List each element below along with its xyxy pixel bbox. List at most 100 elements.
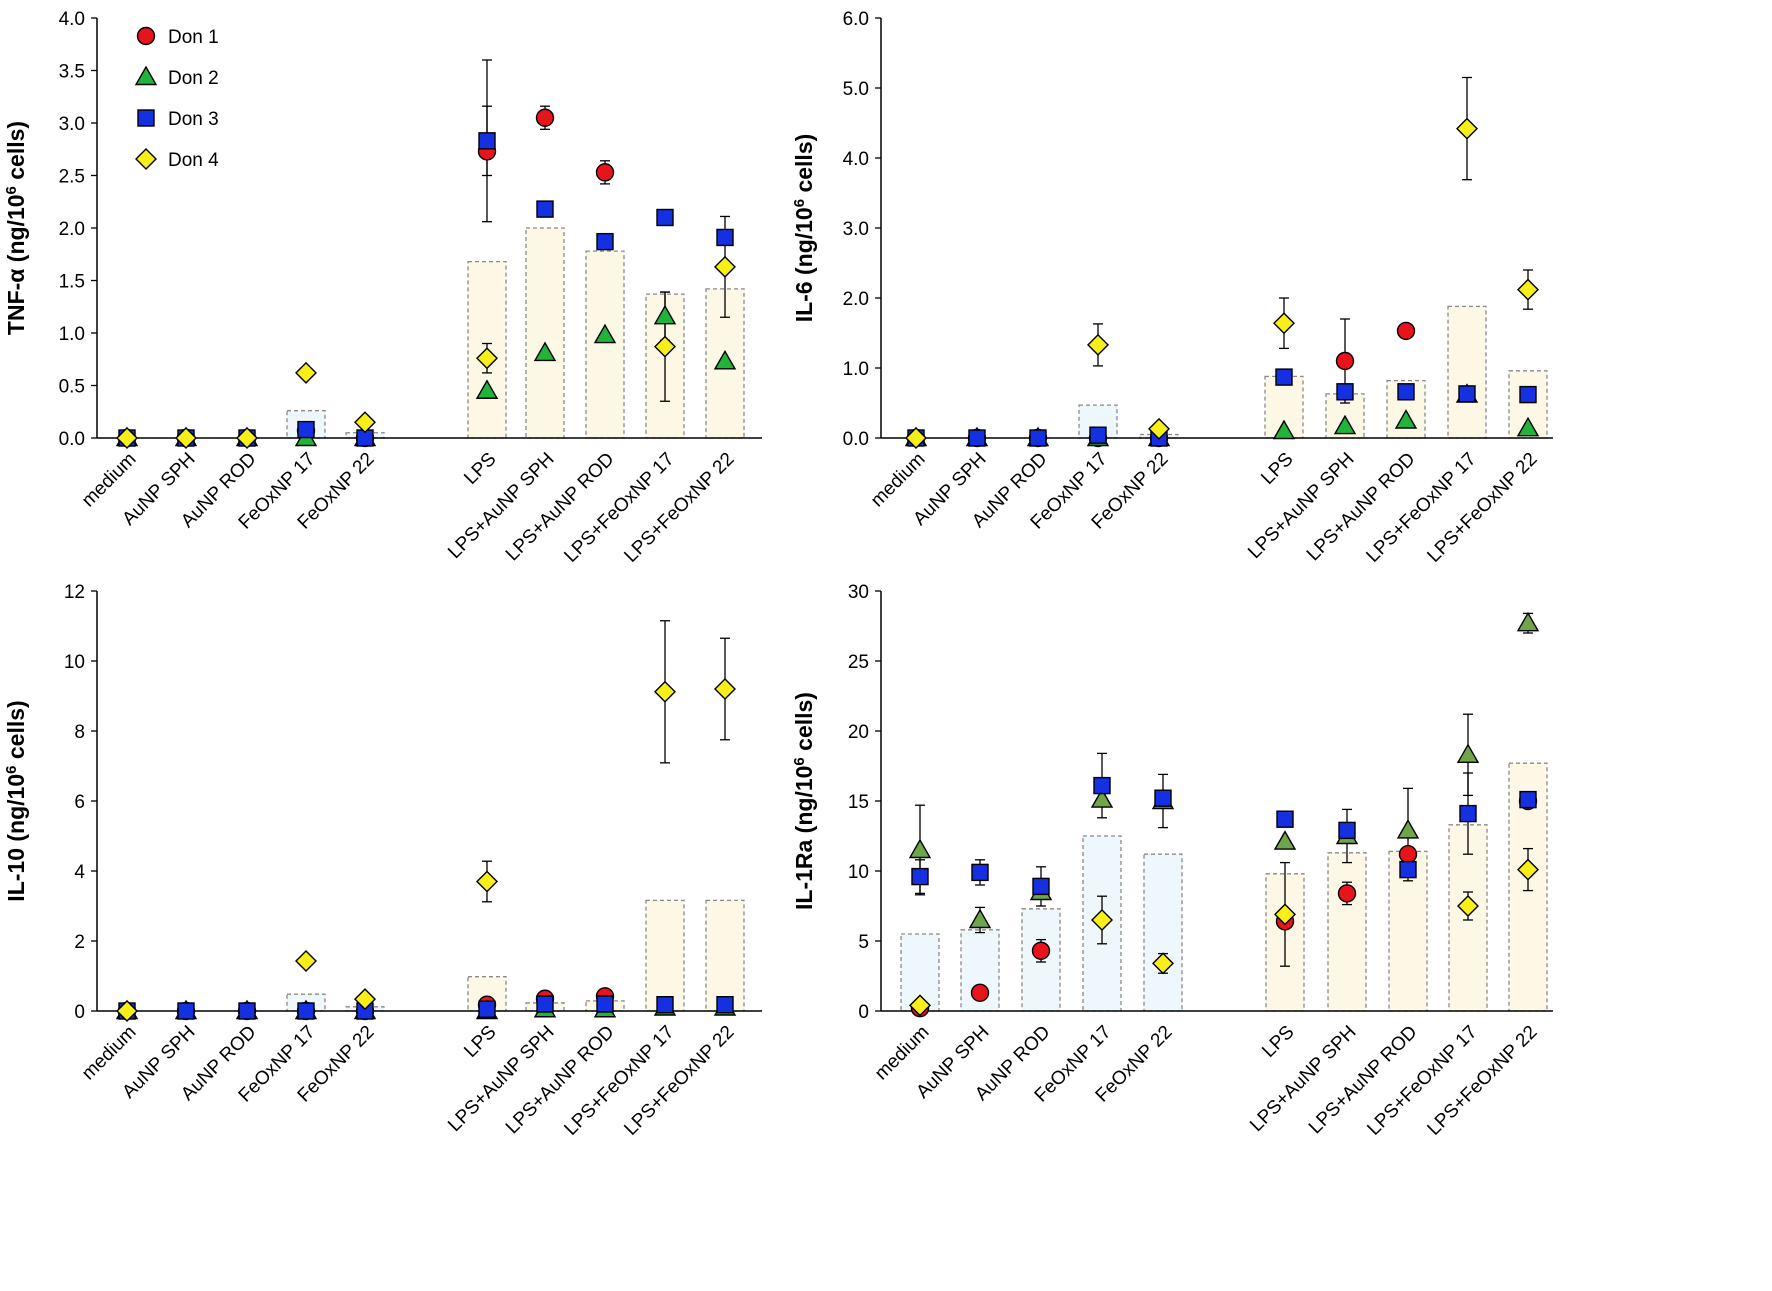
data-point-don2 — [1272, 419, 1296, 440]
data-point-don3 — [1154, 789, 1172, 807]
data-point-don3 — [971, 863, 989, 882]
y-axis-label-tail: cells) — [3, 700, 29, 765]
mean-bar — [585, 250, 625, 439]
data-point-don1 — [535, 108, 555, 127]
data-point-don4 — [476, 870, 498, 893]
data-point-don4 — [1457, 895, 1479, 917]
data-point-don2 — [533, 341, 557, 362]
legend-marker-don4 — [135, 148, 157, 170]
mean-bar — [525, 227, 565, 439]
data-point-don2 — [1333, 414, 1357, 435]
data-point-don3 — [1338, 821, 1356, 840]
data-point-don4 — [905, 427, 927, 449]
y-tick-label: 1.0 — [843, 359, 869, 380]
data-point-don3 — [1458, 385, 1476, 403]
y-axis-label-main: TNF-α (ng/10 — [3, 194, 29, 335]
data-point-don4 — [654, 680, 676, 703]
y-tick-label: 12 — [64, 582, 85, 603]
data-point-don3 — [1397, 383, 1415, 401]
data-point-don2 — [1394, 409, 1418, 429]
data-point-don3 — [1276, 810, 1294, 828]
data-point-don2 — [1273, 830, 1297, 850]
data-point-don4 — [1148, 417, 1170, 440]
data-point-don2 — [968, 908, 992, 929]
data-point-don3 — [1029, 429, 1047, 447]
y-axis-label-main: IL-6 (ng/10 — [791, 207, 817, 322]
category-label: LPS+AuNP ROD — [1303, 449, 1420, 566]
y-tick-label: 4.0 — [59, 9, 85, 30]
data-point-don3 — [536, 995, 554, 1013]
category-label: LPS+AuNP SPH — [1246, 1022, 1360, 1136]
panel-tnf-alpha: 0.0 0.5 1.0 1.5 2.0 2.5 3.0 3.5 4.0 TNF-α (ng/106… — [3, 9, 762, 567]
y-tick-label: 15 — [848, 792, 869, 813]
data-point-don3 — [1459, 804, 1477, 823]
legend-marker-don1 — [136, 26, 156, 46]
y-tick-label: 0.5 — [59, 377, 85, 398]
category-label: LPS — [1258, 1022, 1298, 1062]
mean-bar — [1143, 853, 1183, 1012]
y-tick-label: 1.5 — [59, 272, 85, 293]
y-tick-label: 2.0 — [59, 219, 85, 240]
y-axis-label-sup: 6 — [791, 757, 808, 765]
y-tick-label: 4 — [74, 862, 85, 883]
legend-marker-don2 — [134, 65, 158, 86]
data-point-don3 — [1089, 426, 1107, 444]
legend-label-don1: Don 1 — [168, 27, 219, 48]
y-tick-label: 3.5 — [59, 62, 85, 83]
data-point-don4 — [354, 988, 376, 1011]
y-tick-label: 0.0 — [843, 429, 869, 450]
data-point-don3 — [716, 228, 734, 247]
data-point-don1 — [1396, 321, 1416, 341]
mean-bar — [705, 899, 745, 1012]
data-point-don1 — [1337, 884, 1357, 903]
y-tick-label: 1.0 — [59, 324, 85, 345]
legend-label-don4: Don 4 — [168, 150, 219, 171]
data-point-don2 — [1456, 743, 1480, 763]
legend-label-don2: Don 2 — [168, 68, 219, 89]
data-point-don3 — [238, 1002, 256, 1020]
category-label: LPS+FeOxNP 17 — [560, 449, 678, 567]
y-axis-label: TNF-α (ng/106 cells) — [3, 121, 30, 335]
data-point-don3 — [968, 429, 986, 447]
legend-label-don3: Don 3 — [168, 109, 219, 130]
y-tick-label: 0.0 — [59, 429, 85, 450]
y-axis-label-sup: 6 — [3, 186, 20, 194]
data-point-don1 — [1335, 351, 1355, 371]
category-label: LPS+FeOxNP 22 — [620, 1022, 738, 1140]
category-label: LPS+AuNP ROD — [502, 1022, 619, 1139]
data-point-don3 — [478, 132, 496, 150]
data-point-don4 — [714, 678, 736, 700]
data-point-don1 — [970, 983, 990, 1002]
data-point-don4 — [236, 427, 258, 449]
data-point-don2 — [653, 304, 677, 325]
data-point-don3 — [1519, 790, 1537, 809]
y-axis-label: IL-10 (ng/106 cells) — [3, 700, 30, 901]
data-point-don3 — [1093, 776, 1111, 795]
y-tick-label: 3.0 — [843, 219, 869, 240]
legend-marker-don3 — [137, 109, 155, 127]
y-axis-label-main: IL-1Ra (ng/10 — [791, 766, 817, 910]
mean-bar — [1447, 305, 1487, 439]
data-point-don3 — [716, 996, 734, 1014]
data-point-don4 — [1087, 333, 1109, 356]
category-label: LPS — [1257, 449, 1297, 489]
data-point-don4 — [1091, 909, 1113, 931]
data-point-don4 — [295, 949, 317, 972]
y-tick-label: 2 — [74, 932, 85, 953]
category-label: LPS+AuNP SPH — [444, 449, 558, 563]
data-point-don4 — [1456, 117, 1478, 140]
data-point-don2 — [593, 323, 617, 344]
data-point-don3 — [177, 1002, 195, 1020]
y-tick-label: 5 — [858, 932, 869, 953]
data-point-don4 — [714, 255, 736, 278]
data-point-don3 — [536, 200, 554, 218]
category-label: LPS+FeOxNP 22 — [1423, 449, 1541, 567]
category-label: LPS — [460, 449, 500, 489]
y-axis-label-tail: cells) — [791, 692, 817, 757]
y-axis-label-sup: 6 — [791, 199, 808, 207]
y-tick-label: 30 — [848, 582, 869, 603]
data-point-don1 — [1031, 941, 1051, 960]
category-label: LPS — [460, 1022, 500, 1062]
category-label: LPS+AuNP ROD — [502, 449, 619, 566]
y-tick-label: 3.0 — [59, 114, 85, 135]
